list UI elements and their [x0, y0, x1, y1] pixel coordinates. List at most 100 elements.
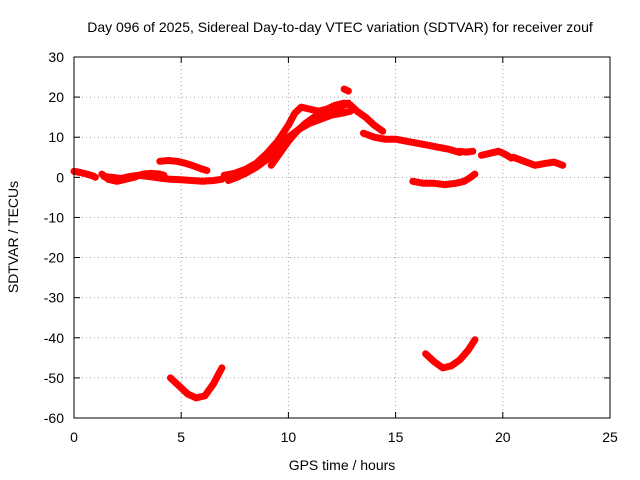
x-tick-label: 15: [388, 429, 404, 445]
data-point: [294, 128, 300, 135]
data-point: [210, 380, 217, 387]
data-point: [360, 130, 367, 137]
data-point: [452, 180, 459, 187]
data-point: [501, 151, 508, 158]
data-point: [441, 181, 448, 188]
data-point: [328, 106, 335, 113]
y-tick-label: 10: [48, 129, 64, 145]
data-point: [184, 390, 191, 397]
data-point: [469, 148, 476, 155]
x-tick-label: 20: [495, 429, 511, 445]
data-point: [559, 162, 566, 169]
data-series: [70, 85, 567, 402]
data-point: [456, 148, 463, 155]
data-point: [345, 100, 352, 107]
data-point: [242, 170, 249, 177]
data-point: [478, 152, 485, 159]
y-tick-label: -20: [44, 250, 64, 266]
y-tick-label: -10: [44, 209, 64, 225]
grid: [74, 57, 610, 418]
data-point: [285, 122, 292, 129]
data-point: [521, 158, 528, 165]
data-point: [193, 394, 200, 401]
data-point: [345, 88, 352, 95]
data-point: [165, 157, 172, 164]
data-point: [409, 178, 416, 185]
data-point: [422, 350, 429, 357]
series-arc-07: [267, 99, 352, 169]
y-axis-label: SDTVAR / TECUs: [5, 181, 21, 293]
data-point: [463, 149, 470, 156]
data-point: [551, 159, 558, 166]
data-point: [199, 178, 206, 185]
y-tick-label: 0: [56, 169, 64, 185]
data-point: [446, 146, 453, 153]
data-point: [319, 110, 326, 117]
data-point: [336, 104, 343, 111]
data-point: [225, 177, 232, 184]
data-point: [77, 169, 84, 176]
x-tick-label: 5: [177, 429, 185, 445]
data-point: [379, 128, 386, 135]
plot-frame: [73, 56, 611, 419]
data-point: [109, 174, 116, 181]
data-point: [362, 114, 369, 121]
data-point: [414, 140, 420, 147]
data-point: [167, 176, 174, 183]
data-point: [495, 148, 502, 155]
data-point: [126, 173, 133, 180]
data-point: [218, 364, 225, 371]
y-tick-label: -50: [44, 370, 64, 386]
data-point: [424, 142, 431, 149]
data-point: [371, 134, 378, 141]
data-point: [188, 177, 195, 184]
series-arc-05: [220, 99, 387, 179]
data-point: [371, 122, 378, 129]
data-point: [191, 163, 198, 170]
data-point: [221, 172, 228, 179]
data-point: [435, 144, 442, 151]
series-arc-09: [359, 129, 464, 156]
data-point: [176, 382, 183, 389]
data-point: [448, 362, 455, 369]
chart-title: Day 096 of 2025, Sidereal Day-to-day VTE…: [87, 19, 593, 35]
data-point: [471, 171, 478, 178]
y-tick-label: 30: [48, 49, 64, 65]
data-point: [156, 175, 163, 182]
data-point: [420, 180, 427, 187]
x-tick-label: 25: [602, 429, 618, 445]
data-point: [439, 364, 446, 371]
data-point: [268, 162, 275, 169]
data-point: [403, 138, 410, 145]
data-point: [465, 346, 472, 353]
data-point: [311, 114, 318, 121]
data-point: [306, 106, 313, 113]
data-point: [456, 356, 463, 363]
data-point: [302, 120, 309, 127]
y-tick-label: -60: [44, 410, 64, 426]
y-tick-label: -40: [44, 330, 64, 346]
data-point: [253, 164, 260, 171]
data-point: [182, 160, 189, 167]
data-point: [178, 176, 185, 183]
data-point: [291, 110, 298, 117]
data-point: [347, 108, 354, 115]
y-tick-label: -30: [44, 290, 64, 306]
data-point: [486, 150, 493, 157]
data-point: [298, 104, 305, 111]
data-point: [264, 156, 270, 163]
x-axis-label: GPS time / hours: [289, 457, 396, 473]
data-point: [173, 158, 180, 165]
data-point: [542, 160, 549, 167]
data-point: [92, 174, 99, 181]
data-point: [532, 162, 538, 169]
data-point: [471, 336, 478, 343]
data-point: [233, 174, 240, 181]
y-tick-label: 20: [48, 89, 64, 105]
data-point: [510, 154, 517, 161]
x-tick-label: 10: [281, 429, 297, 445]
data-point: [201, 392, 208, 399]
data-point: [285, 138, 292, 145]
data-point: [461, 178, 468, 185]
